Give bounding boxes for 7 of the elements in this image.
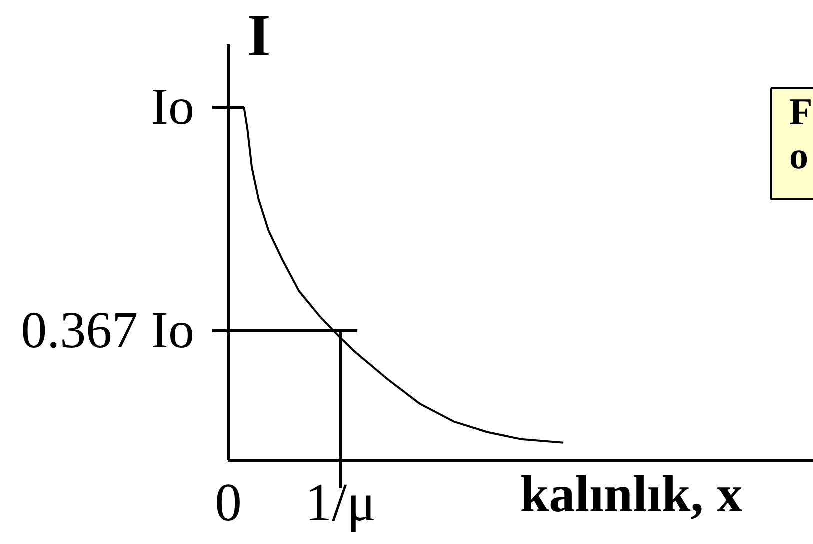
x-axis-title: kalınlık, x: [520, 466, 743, 524]
x-tick-label: 0: [215, 472, 242, 532]
annotation: F o: [790, 92, 813, 178]
y-axis-title: I: [248, 2, 271, 68]
x-tick-label: 1/μ: [305, 472, 376, 532]
ref-line-label: Io: [151, 79, 195, 136]
ref-line-label: 0.367 Io: [21, 302, 195, 360]
